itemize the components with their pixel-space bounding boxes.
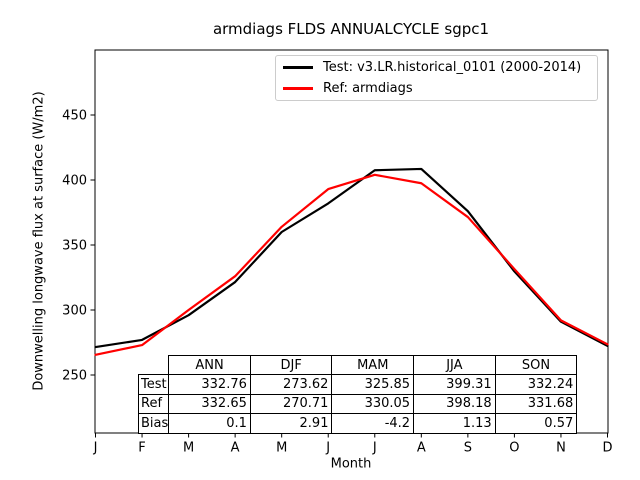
x-tick-label: M (276, 441, 287, 456)
x-axis-label: Month (330, 456, 372, 472)
y-tick-label: 350 (62, 239, 87, 254)
table-value-cell: 331.68 (494, 393, 578, 415)
table-column-header: MAM (331, 354, 415, 376)
chart-title: armdiags FLDS ANNUALCYCLE sgpc1 (212, 20, 490, 38)
legend-label-test: Test: v3.LR.historical_0101 (2000-2014) (323, 60, 582, 75)
table-value-cell: 0.57 (494, 413, 578, 434)
table-value-cell: 0.1 (168, 413, 251, 434)
table-value-cell: 270.71 (249, 393, 333, 415)
table-value-cell: 273.62 (249, 374, 333, 395)
table-corner-blank (139, 356, 169, 375)
x-tick-label: J (325, 441, 330, 456)
legend-entry-test: Test: v3.LR.historical_0101 (2000-2014) (283, 60, 597, 75)
table-value-cell: -4.2 (331, 413, 415, 434)
table-column-header: ANN (168, 354, 251, 376)
legend-entry-ref: Ref: armdiags (283, 81, 597, 96)
test-line-swatch (283, 66, 313, 69)
table-value-cell: 2.91 (249, 413, 333, 434)
table-column-header: DJF (249, 354, 333, 376)
x-tick-label: J (93, 441, 98, 456)
table-value-cell: 398.18 (413, 393, 496, 415)
table-value-cell: 332.65 (168, 393, 251, 415)
table-row-label: Bias (137, 413, 170, 434)
table-header-row: ANN DJF MAM JJA SON (139, 354, 578, 376)
ref-line-swatch (283, 87, 313, 90)
table-row: Ref 332.65 270.71 330.05 398.18 331.68 (137, 393, 578, 415)
table-column-header: JJA (413, 354, 496, 376)
x-tick-label: S (464, 441, 472, 456)
table-value-cell: 325.85 (331, 374, 415, 395)
x-tick-label: D (602, 441, 612, 456)
y-tick-label: 250 (62, 369, 87, 384)
x-tick-label: N (556, 441, 566, 456)
y-tick-label: 300 (62, 304, 87, 319)
x-tick-label: O (509, 441, 519, 456)
ref-line (94, 173, 609, 356)
summary-table: ANN DJF MAM JJA SON Test 332.76 273.62 325.85 399… (137, 354, 578, 434)
table-row-label: Test (137, 374, 170, 395)
table-value-cell: 332.24 (494, 374, 578, 395)
table-row: Test 332.76 273.62 325.85 399.31 332.24 (137, 374, 578, 395)
table-value-cell: 330.05 (331, 393, 415, 415)
x-tick-label: A (417, 441, 426, 456)
test-line (94, 167, 609, 349)
y-tick-label: 400 (62, 174, 87, 189)
x-tick-label: F (138, 441, 145, 456)
table-column-header: SON (494, 354, 578, 376)
legend: Test: v3.LR.historical_0101 (2000-2014) … (275, 55, 598, 101)
x-tick-label: M (183, 441, 194, 456)
table-value-cell: 1.13 (413, 413, 496, 434)
table-row: Bias 0.1 2.91 -4.2 1.13 0.57 (137, 413, 578, 434)
table-value-cell: 399.31 (413, 374, 496, 395)
table-row-label: Ref (137, 393, 170, 415)
x-tick-label: J (372, 441, 377, 456)
table-value-cell: 332.76 (168, 374, 251, 395)
x-tick-label: A (231, 441, 240, 456)
legend-label-ref: Ref: armdiags (323, 81, 413, 96)
y-tick-label: 450 (62, 109, 87, 124)
